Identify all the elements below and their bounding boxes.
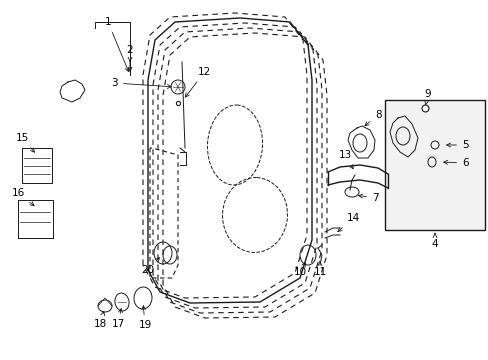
Text: 7: 7 bbox=[358, 193, 378, 203]
Text: 11: 11 bbox=[313, 261, 326, 277]
Text: 20: 20 bbox=[141, 258, 159, 275]
Text: 18: 18 bbox=[93, 311, 106, 329]
Text: 5: 5 bbox=[446, 140, 468, 150]
Text: 6: 6 bbox=[443, 158, 468, 168]
Text: 14: 14 bbox=[337, 213, 360, 231]
Text: 4: 4 bbox=[431, 233, 437, 249]
Text: 2: 2 bbox=[126, 45, 133, 61]
Text: 15: 15 bbox=[15, 133, 35, 152]
Text: 13: 13 bbox=[338, 150, 352, 169]
Text: 12: 12 bbox=[185, 67, 211, 97]
Text: 8: 8 bbox=[364, 110, 381, 126]
Text: 19: 19 bbox=[138, 306, 151, 330]
Text: 1: 1 bbox=[104, 17, 129, 72]
Text: 9: 9 bbox=[424, 89, 430, 105]
Text: 3: 3 bbox=[111, 78, 171, 89]
Text: 17: 17 bbox=[111, 309, 124, 329]
Bar bbox=[384, 100, 484, 230]
Text: 16: 16 bbox=[11, 188, 34, 206]
Text: 10: 10 bbox=[293, 263, 306, 277]
